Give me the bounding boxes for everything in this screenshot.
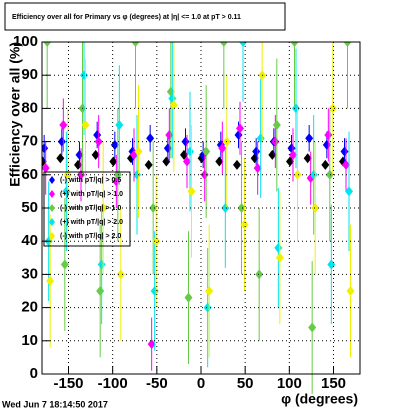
data-point <box>46 276 55 287</box>
y-tick-label: 80 <box>21 99 38 116</box>
data-point <box>272 120 281 130</box>
x-tick-label: -50 <box>146 375 168 392</box>
title-box <box>4 2 286 31</box>
data-point <box>131 42 140 47</box>
x-tick-label: -100 <box>98 375 128 392</box>
y-tick-label: 0 <box>30 365 38 382</box>
data-point <box>308 322 317 333</box>
y-tick-label: 70 <box>21 133 38 150</box>
data-point <box>116 269 125 280</box>
data-point <box>215 156 224 167</box>
y-tick-label: 50 <box>21 199 38 216</box>
data-point <box>205 286 214 296</box>
legend-marker <box>49 204 55 212</box>
data-point <box>255 269 264 280</box>
data-point <box>57 136 66 147</box>
data-point <box>56 153 65 164</box>
data-point <box>293 169 302 180</box>
data-point <box>328 103 337 114</box>
legend-label: (+) with pT/|q| > 2.0 <box>60 219 123 226</box>
data-point <box>253 163 262 174</box>
data-point <box>346 286 355 296</box>
data-point <box>202 146 211 157</box>
data-point <box>81 120 90 130</box>
y-tick-label: 10 <box>21 332 38 349</box>
data-point <box>146 133 155 144</box>
data-point <box>115 120 124 130</box>
data-point <box>144 159 153 170</box>
data-point <box>42 143 49 154</box>
data-point <box>91 149 100 160</box>
data-point <box>152 236 161 247</box>
data-point <box>59 120 68 130</box>
data-point <box>219 42 228 47</box>
y-tick-label: 60 <box>21 166 38 183</box>
data-point <box>289 149 297 160</box>
data-point <box>169 100 178 111</box>
y-tick-label: 40 <box>21 232 38 249</box>
data-point <box>305 133 314 144</box>
data-point <box>236 123 244 134</box>
legend-label: (+) with pT/|q| > 1.0 <box>60 191 123 198</box>
data-point <box>290 42 299 47</box>
data-point <box>60 259 69 270</box>
y-tick-label: 90 <box>21 66 38 83</box>
data-point <box>109 156 118 167</box>
plot-area <box>42 42 355 394</box>
y-tick-label: 100 <box>13 33 38 50</box>
legend-marker <box>49 190 55 198</box>
data-point <box>342 159 350 170</box>
data-point <box>134 146 143 157</box>
data-point <box>184 292 193 303</box>
y-axis-label: Efficiency over all (%) <box>7 42 23 187</box>
data-point <box>345 186 353 197</box>
data-point <box>218 143 227 154</box>
x-tick-label: 50 <box>237 375 254 392</box>
data-point <box>99 203 108 213</box>
data-point <box>42 163 50 174</box>
legend-label: (-) with pT/|q| > 1.0 <box>60 205 121 212</box>
x-tick-label: -150 <box>53 375 83 392</box>
x-tick-label: 0 <box>197 375 205 392</box>
y-tick-label: 20 <box>21 299 38 316</box>
data-point <box>187 186 196 197</box>
data-point <box>303 153 312 164</box>
legend-label: (-) with pT/|q| > 0.5 <box>60 177 121 184</box>
x-tick-label: 150 <box>321 375 346 392</box>
x-tick-label: 100 <box>277 375 302 392</box>
data-point <box>147 339 156 350</box>
legend-marker <box>49 232 55 240</box>
data-point <box>43 42 52 47</box>
data-point <box>149 203 158 213</box>
chart-title: Efficiency over all for Primary vs φ (de… <box>12 14 241 21</box>
legend-marker <box>49 176 55 184</box>
data-point <box>325 169 334 180</box>
x-axis-label: φ (degrees) <box>281 391 358 407</box>
data-point <box>321 159 330 170</box>
data-point <box>311 203 320 213</box>
data-point <box>275 252 284 263</box>
data-point <box>233 159 241 170</box>
legend-label: (-) with pT/|q| > 2.0 <box>60 233 121 240</box>
legend-marker <box>49 218 55 226</box>
y-tick-label: 30 <box>21 265 38 282</box>
data-point <box>183 156 191 167</box>
footer: Wed Jun 7 18:14:50 2017 <box>2 399 108 409</box>
data-point <box>239 42 247 47</box>
data-point <box>240 219 249 230</box>
data-point <box>343 42 352 47</box>
data-point <box>237 203 246 213</box>
legend-box <box>43 171 131 247</box>
